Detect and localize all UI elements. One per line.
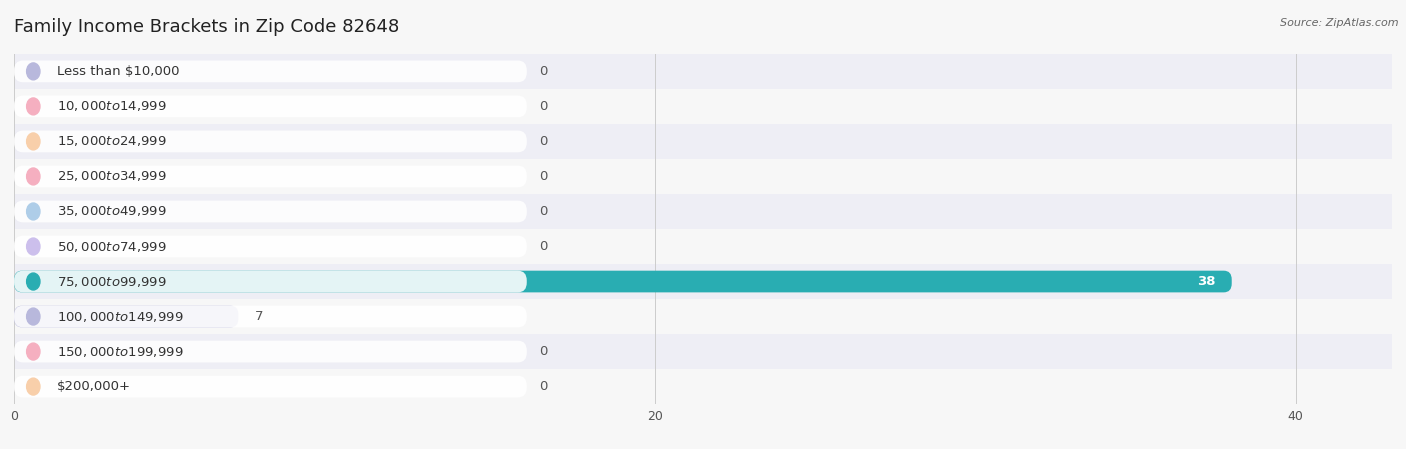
Ellipse shape [27, 203, 39, 220]
Bar [14, 54, 1392, 89]
Text: $25,000 to $34,999: $25,000 to $34,999 [58, 169, 167, 184]
Ellipse shape [27, 168, 39, 185]
Ellipse shape [27, 308, 39, 325]
Text: 0: 0 [540, 135, 548, 148]
Bar [14, 89, 1392, 124]
FancyBboxPatch shape [14, 131, 527, 152]
Bar [14, 299, 1392, 334]
Text: Less than $10,000: Less than $10,000 [58, 65, 180, 78]
Text: $150,000 to $199,999: $150,000 to $199,999 [58, 344, 184, 359]
Ellipse shape [27, 63, 39, 80]
Text: 0: 0 [540, 205, 548, 218]
Text: 7: 7 [254, 310, 263, 323]
Bar [14, 369, 1392, 404]
Bar [14, 264, 1392, 299]
Bar [14, 229, 1392, 264]
Text: $15,000 to $24,999: $15,000 to $24,999 [58, 134, 167, 149]
Text: 0: 0 [540, 345, 548, 358]
FancyBboxPatch shape [14, 306, 527, 327]
Ellipse shape [27, 343, 39, 360]
FancyBboxPatch shape [14, 61, 527, 82]
Ellipse shape [27, 273, 39, 290]
Ellipse shape [27, 238, 39, 255]
Text: $50,000 to $74,999: $50,000 to $74,999 [58, 239, 167, 254]
Text: $200,000+: $200,000+ [58, 380, 131, 393]
Bar [14, 124, 1392, 159]
Text: 0: 0 [540, 380, 548, 393]
FancyBboxPatch shape [14, 166, 527, 187]
Text: 0: 0 [540, 170, 548, 183]
Text: 0: 0 [540, 240, 548, 253]
Text: Family Income Brackets in Zip Code 82648: Family Income Brackets in Zip Code 82648 [14, 18, 399, 36]
Text: $10,000 to $14,999: $10,000 to $14,999 [58, 99, 167, 114]
FancyBboxPatch shape [14, 306, 239, 327]
Ellipse shape [27, 378, 39, 395]
Text: $75,000 to $99,999: $75,000 to $99,999 [58, 274, 167, 289]
Text: Source: ZipAtlas.com: Source: ZipAtlas.com [1281, 18, 1399, 28]
FancyBboxPatch shape [14, 271, 527, 292]
Bar [14, 194, 1392, 229]
Ellipse shape [27, 98, 39, 115]
FancyBboxPatch shape [14, 341, 527, 362]
Text: 38: 38 [1197, 275, 1216, 288]
FancyBboxPatch shape [14, 271, 1232, 292]
FancyBboxPatch shape [14, 236, 527, 257]
Text: 0: 0 [540, 65, 548, 78]
Ellipse shape [27, 133, 39, 150]
Bar [14, 159, 1392, 194]
FancyBboxPatch shape [14, 96, 527, 117]
Text: 0: 0 [540, 100, 548, 113]
Text: $100,000 to $149,999: $100,000 to $149,999 [58, 309, 184, 324]
FancyBboxPatch shape [14, 201, 527, 222]
Bar [14, 334, 1392, 369]
Text: $35,000 to $49,999: $35,000 to $49,999 [58, 204, 167, 219]
FancyBboxPatch shape [14, 376, 527, 397]
